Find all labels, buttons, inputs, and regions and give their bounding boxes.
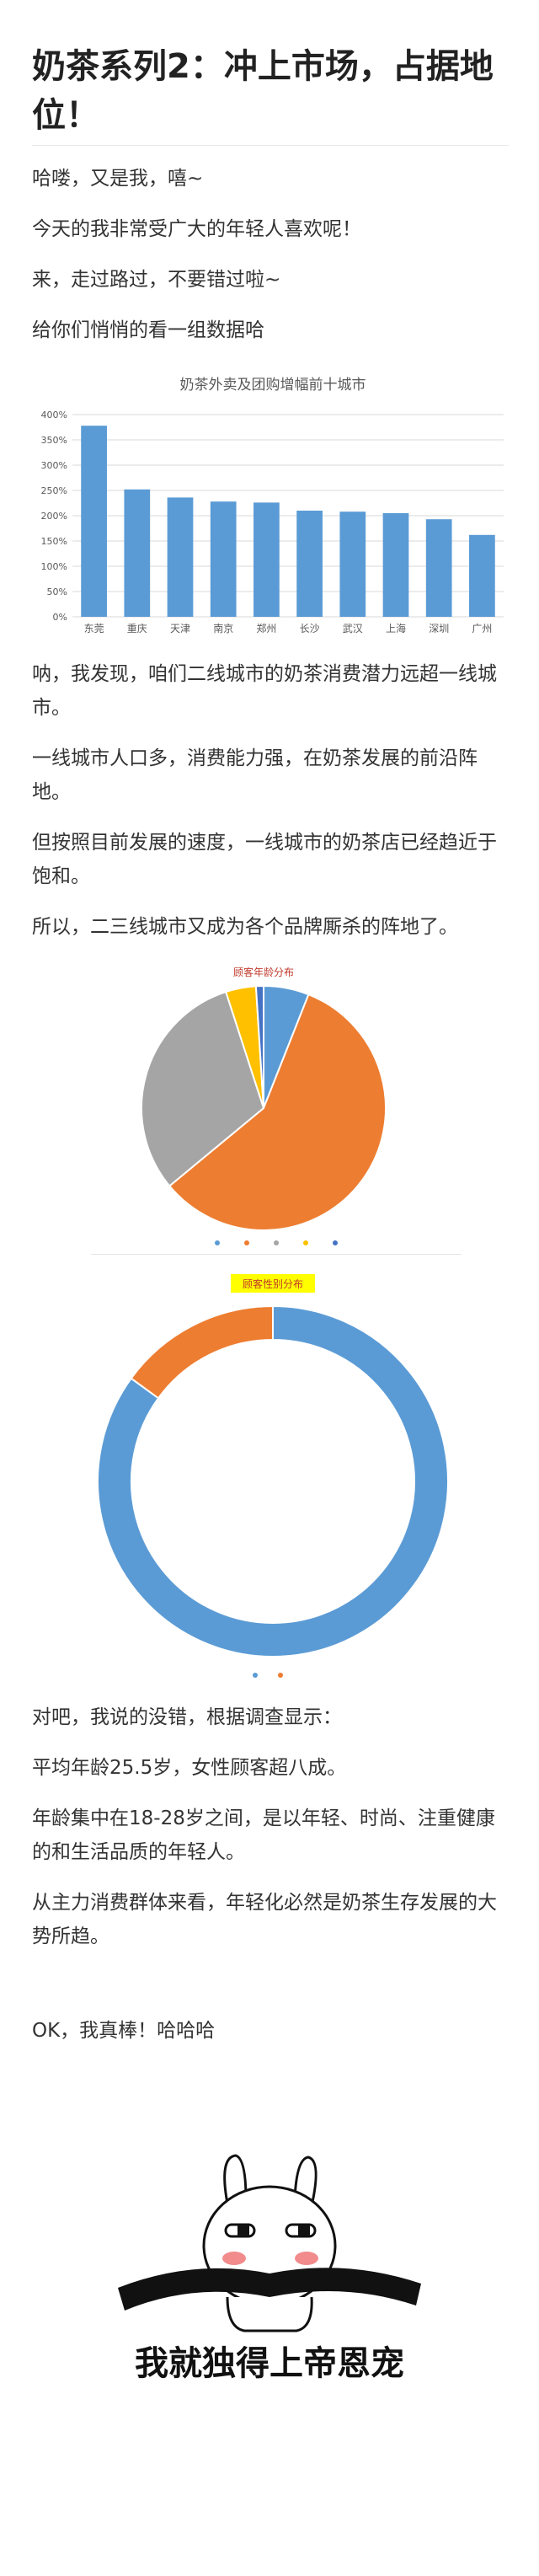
article-title: 奶茶系列2：冲上市场，占据地位！ xyxy=(32,47,494,135)
gender-title-highlight xyxy=(231,1274,315,1293)
legend-swatch xyxy=(215,1240,220,1245)
bar xyxy=(81,426,107,617)
bar xyxy=(469,534,495,617)
bar xyxy=(167,497,194,617)
x-tick-label: 天津 xyxy=(170,623,190,635)
legend-swatch xyxy=(274,1240,279,1245)
paragraph-trend: 从主力消费群体来看，年轻化必然是奶茶生存发展的大势所趋。 xyxy=(32,1892,497,1947)
y-tick-label: 50% xyxy=(47,586,67,597)
donut-segment xyxy=(130,1304,274,1400)
x-tick-label: 郑州 xyxy=(256,622,276,635)
x-tick-label: 武汉 xyxy=(343,623,363,635)
paragraph-battleground: 所以，二三线城市又成为各个品牌厮杀的阵地了。 xyxy=(32,916,458,938)
title-divider xyxy=(32,145,509,146)
age-distribution-chart: 顾客年龄分布 xyxy=(91,961,462,1251)
y-tick-label: 0% xyxy=(53,612,67,623)
paragraph-age-range: 年龄集中在18-28岁之间，是以年轻、时尚、注重健康的和生活品质的年轻人。 xyxy=(32,1807,495,1863)
gender-chart-title: 顾客性别分布 xyxy=(243,1277,303,1290)
x-tick-label: 重庆 xyxy=(127,623,147,635)
bar xyxy=(124,489,151,617)
x-tick-label: 长沙 xyxy=(300,623,320,635)
right-pupil xyxy=(298,2225,310,2236)
pie-slice xyxy=(141,990,265,1187)
sticker-caption: 我就独得上帝恩宠 xyxy=(135,2344,404,2383)
age-distribution-svg: 顾客年龄分布 xyxy=(141,966,387,1245)
y-tick-label: 100% xyxy=(41,561,67,572)
paragraph-saturation: 但按照目前发展的速度，一线城市的奶茶店已经趋近于饱和。 xyxy=(32,832,497,887)
x-tick-label: 深圳 xyxy=(429,623,449,635)
y-tick-label: 400% xyxy=(41,410,67,420)
legend-swatch xyxy=(333,1240,338,1245)
x-tick-label: 东莞 xyxy=(84,623,104,635)
age-chart-title: 顾客年龄分布 xyxy=(233,966,294,978)
city-growth-chart-svg: 奶茶外卖及团购增幅前十城市 0% 50% 100% 150% 200% 250% 300% 3… xyxy=(41,377,504,635)
legend-swatch xyxy=(278,1673,283,1678)
donut-segment xyxy=(97,1304,449,1658)
chart-title: 奶茶外卖及团购增幅前十城市 xyxy=(180,377,366,394)
y-tick-label: 250% xyxy=(41,485,67,496)
legend-swatch xyxy=(253,1673,258,1678)
bar xyxy=(339,511,366,617)
right-blush xyxy=(295,2252,318,2265)
paragraph-data-intro: 给你们悄悄的看一组数据哈 xyxy=(32,319,264,341)
y-tick-label: 300% xyxy=(41,460,67,471)
y-tick-label: 350% xyxy=(41,435,67,446)
x-tick-label: 南京 xyxy=(213,622,233,635)
x-tick-label: 上海 xyxy=(386,622,406,635)
meme-sticker xyxy=(101,2140,438,2334)
paragraph-average-age: 平均年龄25.5岁，女性顾客超八成。 xyxy=(32,1757,347,1779)
city-growth-chart: 奶茶外卖及团购增幅前十城市 0% 50% 100% 150% 200% 250% 300% 3… xyxy=(32,364,514,642)
meme-drawing xyxy=(118,2154,421,2332)
chart-divider xyxy=(91,1254,462,1255)
pie-slice xyxy=(254,984,264,1109)
bar xyxy=(296,511,323,617)
bar xyxy=(253,502,280,617)
arms-stroke xyxy=(118,2268,421,2311)
paragraph-second-tier: 呐，我发现，咱们二线城市的奶茶消费潜力远超一线城市。 xyxy=(32,663,497,719)
bar xyxy=(425,519,452,617)
paragraph-greeting: 哈喽，又是我，嘻~ xyxy=(32,168,204,190)
y-tick-label: 200% xyxy=(41,511,67,522)
bar xyxy=(210,501,237,617)
paragraph-survey: 对吧，我说的没错，根据调查显示： xyxy=(32,1706,342,1728)
pie-slice xyxy=(168,993,387,1231)
legend-swatch xyxy=(244,1240,249,1245)
paragraph-come: 来，走过路过，不要错过啦~ xyxy=(32,269,281,291)
paragraph-popular: 今天的我非常受广大的年轻人喜欢呢！ xyxy=(32,218,361,240)
character-body xyxy=(226,2296,313,2332)
paragraph-ok: OK，我真棒！哈哈哈 xyxy=(32,2020,216,2042)
y-tick-label: 150% xyxy=(41,536,67,547)
legend-swatch xyxy=(303,1240,308,1245)
left-blush xyxy=(222,2252,246,2265)
gender-distribution-chart: 顾客性别分布 xyxy=(57,1264,495,1685)
bar xyxy=(382,513,409,617)
paragraph-first-tier: 一线城市人口多，消费能力强，在奶茶发展的前沿阵地。 xyxy=(32,747,478,803)
left-pupil xyxy=(237,2225,249,2236)
gender-distribution-svg: 顾客性别分布 xyxy=(97,1274,449,1678)
x-tick-label: 广州 xyxy=(472,623,492,635)
